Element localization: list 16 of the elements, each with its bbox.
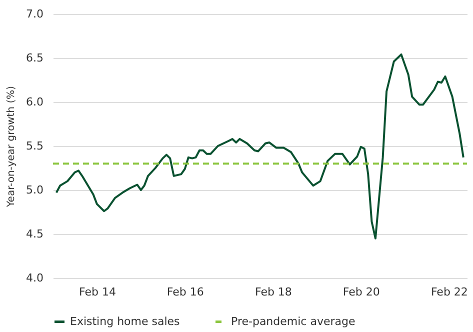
legend-label: Existing home sales — [70, 314, 180, 328]
y-tick-label: 7.0 — [26, 8, 44, 20]
y-tick-label: 4.5 — [26, 228, 44, 240]
y-tick-label: 5.0 — [26, 184, 44, 196]
x-tick-label: Feb 18 — [254, 286, 292, 298]
x-tick-label: Feb 14 — [78, 286, 116, 298]
y-tick-label: 4.0 — [26, 272, 44, 284]
legend-label: Pre-pandemic average — [231, 314, 356, 328]
x-tick-label: Feb 20 — [342, 286, 380, 298]
x-tick-label: Feb 16 — [166, 286, 204, 298]
x-tick-label: Feb 22 — [430, 286, 468, 298]
y-tick-label: 6.5 — [26, 52, 44, 64]
y-axis-title: Year-on-year growth (%) — [6, 86, 18, 208]
y-tick-label: 6.0 — [26, 96, 44, 108]
y-tick-label: 5.5 — [26, 140, 44, 152]
line-series — [55, 53, 464, 240]
